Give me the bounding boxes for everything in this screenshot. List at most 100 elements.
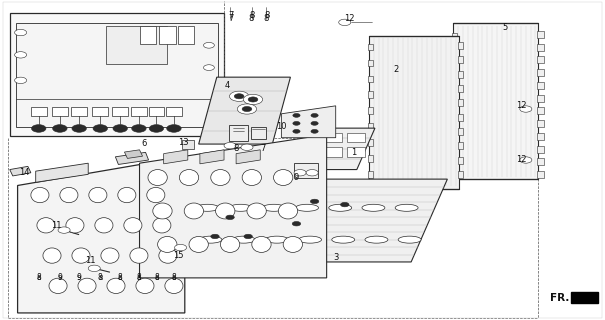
Ellipse shape: [299, 236, 321, 243]
Circle shape: [229, 91, 249, 101]
Text: 8: 8: [36, 275, 41, 281]
Bar: [452, 162, 457, 168]
Ellipse shape: [273, 170, 293, 186]
Ellipse shape: [179, 170, 198, 186]
Text: 12: 12: [344, 14, 355, 23]
Bar: [452, 119, 457, 125]
Bar: [131, 108, 147, 116]
Bar: [160, 26, 176, 44]
Ellipse shape: [229, 204, 252, 211]
Ellipse shape: [211, 170, 230, 186]
Text: 9: 9: [57, 275, 62, 281]
Text: 10: 10: [276, 122, 287, 131]
Circle shape: [311, 129, 318, 133]
Text: 6: 6: [142, 139, 147, 148]
Bar: [166, 108, 181, 116]
Text: 15: 15: [174, 251, 184, 260]
Circle shape: [113, 124, 128, 132]
Bar: [537, 44, 544, 51]
Bar: [458, 85, 463, 92]
Ellipse shape: [242, 170, 261, 186]
Circle shape: [72, 124, 87, 132]
Polygon shape: [281, 106, 336, 138]
Circle shape: [237, 104, 257, 114]
Circle shape: [53, 124, 67, 132]
Ellipse shape: [398, 236, 421, 243]
Bar: [368, 123, 373, 130]
Bar: [452, 147, 457, 154]
Circle shape: [311, 122, 318, 125]
Bar: [16, 23, 218, 126]
Circle shape: [294, 170, 306, 176]
Circle shape: [520, 106, 532, 112]
Ellipse shape: [158, 236, 177, 252]
Ellipse shape: [283, 236, 302, 252]
Bar: [458, 42, 463, 49]
Circle shape: [339, 19, 351, 26]
Circle shape: [241, 144, 253, 150]
Bar: [251, 126, 266, 139]
Bar: [149, 108, 165, 116]
Bar: [347, 147, 365, 157]
Ellipse shape: [95, 218, 113, 233]
Bar: [537, 108, 544, 115]
Bar: [140, 26, 157, 44]
Ellipse shape: [101, 248, 119, 263]
Bar: [537, 171, 544, 178]
Ellipse shape: [332, 236, 355, 243]
Text: 8: 8: [118, 275, 122, 281]
Text: 8: 8: [136, 275, 140, 281]
Bar: [368, 171, 373, 178]
Ellipse shape: [43, 248, 61, 263]
Bar: [537, 31, 544, 38]
Ellipse shape: [232, 236, 255, 243]
Text: 8: 8: [249, 14, 254, 23]
Circle shape: [203, 65, 214, 70]
Text: 8: 8: [265, 11, 270, 20]
Text: 9: 9: [294, 173, 299, 182]
Circle shape: [224, 142, 236, 149]
Polygon shape: [453, 23, 538, 179]
Text: 12: 12: [515, 156, 526, 164]
Bar: [10, 13, 224, 136]
Text: 8: 8: [172, 273, 176, 282]
Polygon shape: [164, 179, 447, 262]
Circle shape: [293, 129, 300, 133]
Circle shape: [293, 122, 300, 125]
Circle shape: [132, 124, 146, 132]
Ellipse shape: [37, 218, 55, 233]
Bar: [452, 104, 457, 111]
Polygon shape: [236, 150, 260, 164]
Bar: [537, 158, 544, 165]
Bar: [458, 71, 463, 78]
Ellipse shape: [199, 236, 222, 243]
Bar: [537, 146, 544, 153]
Polygon shape: [198, 77, 290, 144]
Bar: [368, 44, 373, 50]
Bar: [458, 100, 463, 107]
Text: 8: 8: [249, 11, 255, 20]
Ellipse shape: [278, 203, 298, 219]
Text: 7: 7: [229, 14, 234, 23]
Bar: [368, 155, 373, 162]
Text: 8: 8: [137, 273, 142, 282]
Circle shape: [226, 215, 234, 220]
Ellipse shape: [60, 188, 78, 203]
Bar: [537, 95, 544, 102]
Ellipse shape: [118, 188, 136, 203]
Ellipse shape: [220, 236, 240, 252]
Ellipse shape: [329, 204, 352, 211]
Ellipse shape: [247, 203, 266, 219]
Text: 2: 2: [393, 65, 399, 74]
Circle shape: [311, 114, 318, 117]
Ellipse shape: [189, 236, 208, 252]
Ellipse shape: [365, 236, 388, 243]
Circle shape: [31, 124, 46, 132]
Ellipse shape: [395, 204, 418, 211]
Polygon shape: [200, 150, 224, 164]
Polygon shape: [116, 152, 149, 164]
Text: 11: 11: [85, 256, 95, 265]
Bar: [537, 133, 544, 140]
Bar: [294, 163, 318, 178]
Ellipse shape: [263, 204, 286, 211]
